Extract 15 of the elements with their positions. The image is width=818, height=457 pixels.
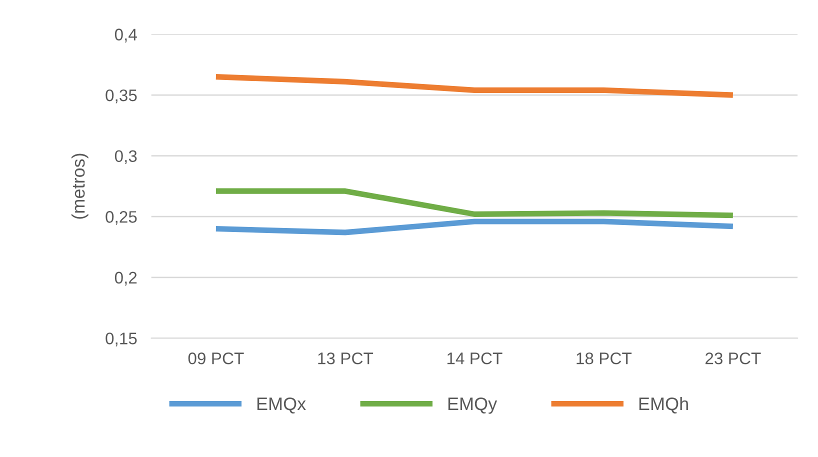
- y-tick-label: 0,3: [114, 150, 137, 164]
- y-tick-label: 0,15: [106, 332, 137, 346]
- y-tick-label: 0,4: [114, 28, 137, 42]
- y-tick-label: 0,35: [106, 89, 137, 104]
- x-tick-label: 09 PCT: [188, 352, 244, 364]
- legend-label: EMQy: [448, 397, 498, 414]
- y-tick-label: 0,25: [106, 211, 137, 225]
- x-tick-label: 13 PCT: [318, 352, 374, 364]
- y-tick-label: 0,2: [114, 272, 137, 286]
- x-tick-label: 18 PCT: [576, 352, 632, 364]
- legend-label: EMQx: [257, 397, 306, 414]
- y-axis-title: (metros): [72, 154, 88, 219]
- x-tick-label: 23 PCT: [706, 352, 761, 364]
- legend-label: EMQh: [639, 396, 688, 414]
- x-tick-label: 14 PCT: [447, 352, 502, 364]
